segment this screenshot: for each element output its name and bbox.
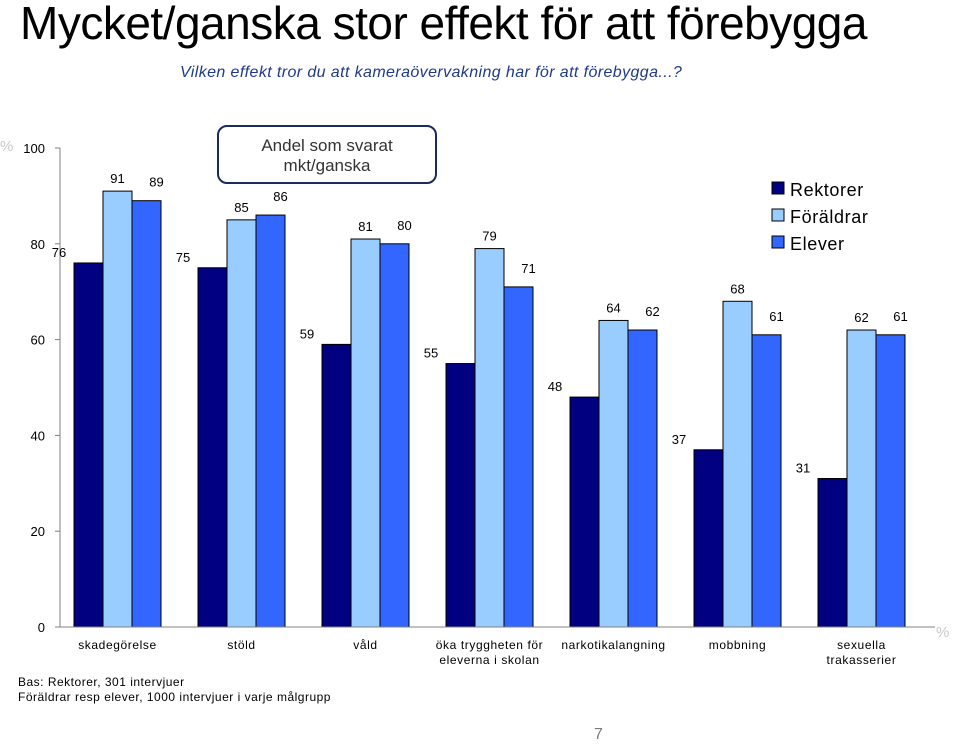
data-label: 61 [769, 309, 783, 324]
y-tick-label: 100 [23, 141, 45, 156]
data-label: 55 [424, 346, 438, 361]
y-tick-label: 60 [31, 333, 45, 348]
bar-föräldrar-0 [102, 190, 133, 628]
x-category-label: eleverna i skolan [439, 653, 539, 667]
data-label: 37 [672, 432, 686, 447]
bar-elever-1 [255, 214, 286, 628]
y-tick-label: 0 [38, 620, 45, 635]
data-label: 68 [730, 281, 744, 296]
source-line: Bas: Rektorer, 301 intervjuer [18, 675, 185, 689]
data-label: 62 [645, 304, 659, 319]
bar-rektorer-2 [321, 343, 352, 628]
data-label: 76 [52, 245, 66, 260]
data-label: 59 [300, 326, 314, 341]
legend-swatch-rektorer [771, 181, 785, 195]
data-label: 48 [548, 379, 562, 394]
bar-föräldrar-6 [846, 329, 877, 628]
bar-elever-3 [503, 286, 534, 628]
bar-föräldrar-5 [722, 300, 753, 628]
legend-swatch-föräldrar [771, 208, 785, 222]
page-title: Mycket/ganska stor effekt för att föreby… [20, 0, 867, 49]
data-label: 86 [273, 189, 287, 204]
x-category-label: sexuella [837, 638, 886, 652]
data-label: 81 [358, 219, 372, 234]
annotation-text: Andel som svarat [261, 136, 393, 155]
x-category-label: trakasserier [827, 653, 897, 667]
bar-rektorer-4 [569, 396, 600, 628]
x-unit-label: % [936, 624, 949, 641]
bar-elever-4 [627, 329, 658, 628]
data-label: 31 [796, 461, 810, 476]
bar-elever-5 [751, 334, 782, 628]
x-category-label: våld [353, 638, 377, 652]
bar-föräldrar-2 [350, 238, 381, 628]
x-category-label: stöld [227, 638, 255, 652]
data-label: 75 [176, 250, 190, 265]
data-label: 85 [234, 200, 248, 215]
bar-elever-0 [131, 200, 162, 628]
bar-föräldrar-4 [598, 319, 629, 628]
bar-föräldrar-1 [226, 219, 257, 628]
legend-swatch-elever [771, 235, 785, 249]
y-unit-label: % [0, 138, 13, 155]
data-label: 89 [149, 175, 163, 190]
bar-rektorer-5 [693, 449, 724, 628]
y-tick-label: 40 [31, 428, 45, 443]
data-label: 61 [893, 309, 907, 324]
data-label: 91 [110, 171, 124, 186]
y-tick-label: 20 [31, 524, 45, 539]
y-tick-label: 80 [31, 237, 45, 252]
bar-föräldrar-3 [474, 248, 505, 628]
data-label: 71 [521, 261, 535, 276]
data-label: 64 [606, 300, 620, 315]
legend-label: Rektorer [790, 180, 864, 200]
bar-rektorer-3 [445, 363, 476, 628]
source-line: Föräldrar resp elever, 1000 intervjuer i… [18, 690, 331, 704]
annotation-text: mkt/ganska [284, 156, 371, 175]
annotation-box [217, 125, 437, 184]
question-subtitle: Vilken effekt tror du att kameraövervakn… [180, 64, 683, 81]
data-label: 80 [397, 218, 411, 233]
x-category-label: skadegörelse [78, 638, 157, 652]
legend-label: Föräldrar [790, 207, 868, 227]
bar-elever-6 [875, 334, 906, 628]
source-footnote: Bas: Rektorer, 301 intervjuer Föräldrar … [18, 675, 331, 705]
data-label: 79 [482, 229, 496, 244]
bar-rektorer-1 [197, 267, 228, 628]
x-category-label: narkotikalangning [561, 638, 665, 652]
x-category-label: mobbning [709, 638, 767, 652]
bar-rektorer-0 [73, 262, 104, 628]
bar-rektorer-6 [817, 478, 848, 628]
bar-elever-2 [379, 243, 410, 628]
x-category-label: öka tryggheten för [436, 638, 544, 652]
page-number: 7 [594, 726, 603, 743]
data-label: 62 [854, 310, 868, 325]
legend-label: Elever [790, 234, 845, 254]
